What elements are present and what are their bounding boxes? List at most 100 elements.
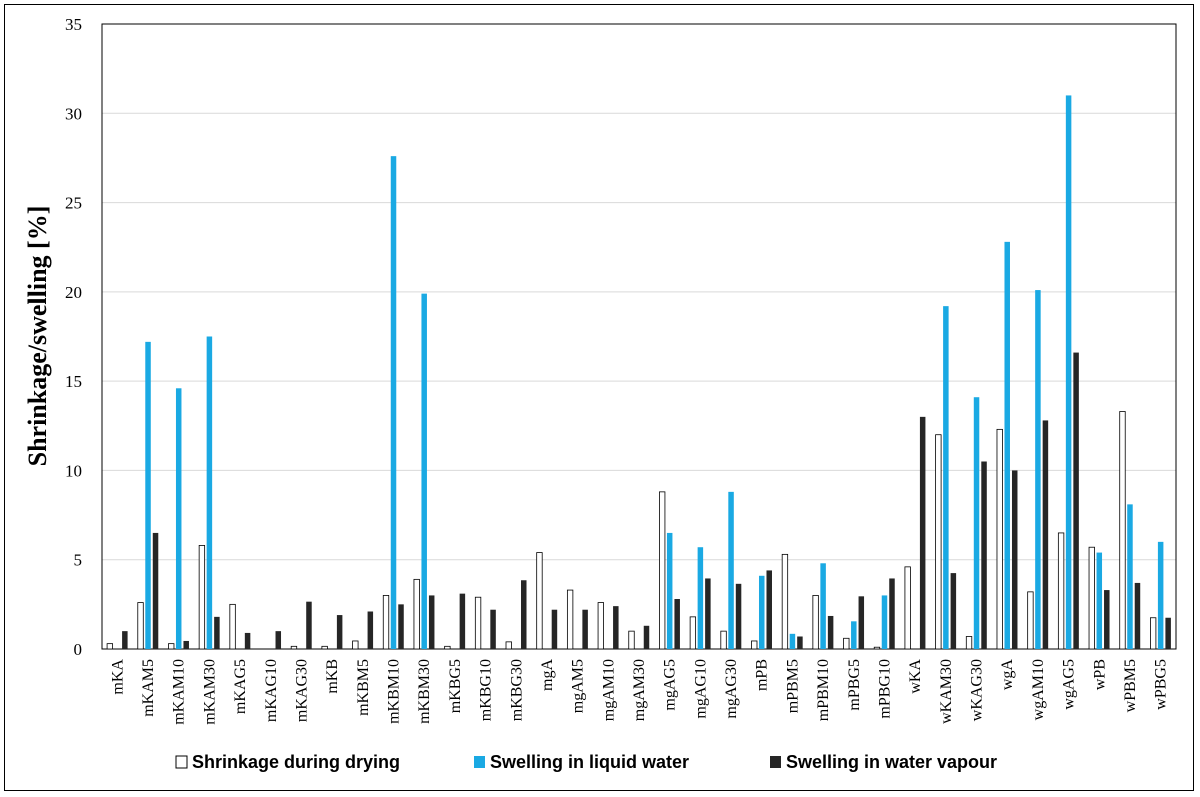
y-tick-label: 35 [65,15,82,34]
y-tick-label: 30 [65,104,82,123]
bar-swelling-in-water-vapour-mKA [122,631,128,649]
bar-shrinkage-during-drying-mKB [321,645,328,650]
bar-shrinkage-during-drying-mKBM10 [382,595,390,650]
bar-shrinkage-during-drying-wgAM10 [1027,591,1034,650]
bar-swelling-in-liquid-water-mgAG10 [697,547,704,649]
y-tick-label: 10 [65,461,82,480]
bar-swelling-in-liquid-water-mPBG5 [851,621,857,649]
y-tick-label: 5 [74,551,83,570]
bar-swelling-in-water-vapour-wPBM5 [1134,582,1141,649]
bar-swelling-in-water-vapour-wKAM30 [950,573,957,649]
legend-label: Shrinkage during drying [192,752,400,772]
x-tick-label: mPBG5 [846,659,863,711]
x-tick-label: wKA [907,659,924,694]
bar-swelling-in-water-vapour-mPBG10 [889,578,895,649]
bar-swelling-in-liquid-water-wgAM10 [1035,290,1041,649]
bar-swelling-in-water-vapour-mKBM5 [367,611,374,649]
bar-shrinkage-during-drying-mgAM30 [628,630,635,650]
bar-shrinkage-during-drying-mgAG30 [720,630,727,650]
x-tick-label: wgAG5 [1061,659,1078,710]
bar-swelling-in-water-vapour-mKAM10 [183,640,189,649]
bar-swelling-in-water-vapour-mKAM30 [214,616,220,649]
bar-swelling-in-water-vapour-mKBM30 [428,595,435,649]
bar-swelling-in-water-vapour-wPB [1104,590,1110,649]
bar-shrinkage-during-drying-wPBG5 [1150,617,1157,650]
bar-shrinkage-during-drying-mPBG5 [843,637,850,650]
x-tick-label: mKBM5 [355,659,372,716]
bar-swelling-in-water-vapour-mgAM30 [643,625,650,649]
legend-label: Swelling in water vapour [786,752,997,772]
bar-shrinkage-during-drying-mKAM30 [198,545,206,650]
bar-shrinkage-during-drying-wKAG30 [965,636,973,650]
bar-shrinkage-during-drying-wKA [904,566,911,650]
bar-swelling-in-liquid-water-mKAM30 [206,336,213,649]
x-tick-label: wPB [1091,659,1108,690]
bar-shrinkage-during-drying-mKBG30 [505,641,512,650]
bar-shrinkage-during-drying-mPBG10 [873,646,881,650]
bar-swelling-in-liquid-water-wPBG5 [1157,541,1164,649]
bar-shrinkage-during-drying-mKBG5 [444,645,451,650]
legend: Shrinkage during drying Swelling in liqui… [175,752,997,772]
plot-area [101,23,1177,650]
legend-swatch [770,756,781,768]
y-axis-ticks: 0 5 10 15 20 25 30 35 [65,15,82,659]
bars [106,95,1171,650]
legend-swatch [175,755,188,769]
bar-swelling-in-water-vapour-mKAG10 [275,631,282,649]
bar-swelling-in-water-vapour-wgA [1011,470,1018,649]
x-tick-label: mgAM10 [600,659,617,721]
bar-shrinkage-during-drying-mKBM30 [413,578,420,650]
bar-shrinkage-during-drying-mgAG10 [689,616,697,650]
x-tick-label: mKA [109,659,126,695]
x-tick-label: mKBM30 [416,659,433,724]
x-tick-label: mgAG30 [723,659,740,719]
bar-swelling-in-water-vapour-mgA [551,609,558,649]
bar-shrinkage-during-drying-wPBM5 [1119,411,1126,650]
x-tick-label: mgAG5 [662,659,679,711]
bar-shrinkage-during-drying-mPB [751,640,758,650]
bar-swelling-in-liquid-water-wgAG5 [1065,95,1072,649]
x-tick-label: mgAG10 [692,659,709,719]
bar-swelling-in-water-vapour-mKAM5 [152,532,159,649]
x-tick-label: wgAM10 [1030,659,1047,720]
bar-swelling-in-water-vapour-mPB [766,570,772,649]
bar-swelling-in-water-vapour-wPBG5 [1165,617,1171,649]
x-tick-label: mKBG30 [508,659,525,721]
x-tick-label: wgA [999,659,1016,691]
x-tick-label: mKAG10 [263,659,280,722]
bar-swelling-in-water-vapour-mKB [336,615,343,649]
bar-swelling-in-water-vapour-mgAG10 [705,578,711,649]
bar-shrinkage-during-drying-mPBM5 [781,553,789,650]
y-tick-label: 25 [65,194,82,213]
bar-shrinkage-during-drying-mKBG10 [474,596,482,650]
y-tick-label: 0 [74,640,83,659]
bar-swelling-in-water-vapour-mKBM10 [398,604,404,649]
y-axis-label: Shrinkage/swelling [%] [23,206,52,467]
y-tick-label: 20 [65,283,82,302]
bar-swelling-in-water-vapour-mKAG5 [244,632,251,649]
bar-shrinkage-during-drying-mgAM5 [566,589,574,650]
bar-swelling-in-liquid-water-mPBM5 [789,633,796,649]
bar-swelling-in-liquid-water-mKAM5 [145,341,151,649]
x-tick-label: mPBG10 [876,659,893,719]
bar-swelling-in-liquid-water-mKBM30 [421,293,427,649]
bar-swelling-in-water-vapour-mKBG5 [459,593,466,649]
x-tick-label: mKAG30 [293,659,310,722]
bar-shrinkage-during-drying-mKAM5 [137,602,144,650]
x-tick-label: mgA [539,659,556,691]
bar-swelling-in-water-vapour-mPBM5 [797,636,803,649]
bar-shrinkage-during-drying-mgAM10 [597,602,604,650]
x-tick-label: mPBM10 [815,659,832,721]
bar-shrinkage-during-drying-wgAG5 [1057,532,1065,650]
x-tick-label: mKAM10 [171,659,188,725]
bar-swelling-in-water-vapour-mKBG10 [490,609,496,649]
bar-swelling-in-water-vapour-mKAG30 [306,601,312,649]
bar-swelling-in-water-vapour-wKAG30 [981,461,987,649]
bar-swelling-in-water-vapour-wgAG5 [1073,352,1079,649]
chart-frame [4,4,1194,791]
bar-swelling-in-water-vapour-wKA [919,416,926,649]
bar-swelling-in-water-vapour-mPBG5 [858,596,865,649]
x-tick-label: mKB [324,659,341,694]
bar-shrinkage-during-drying-mKAM10 [168,643,175,650]
